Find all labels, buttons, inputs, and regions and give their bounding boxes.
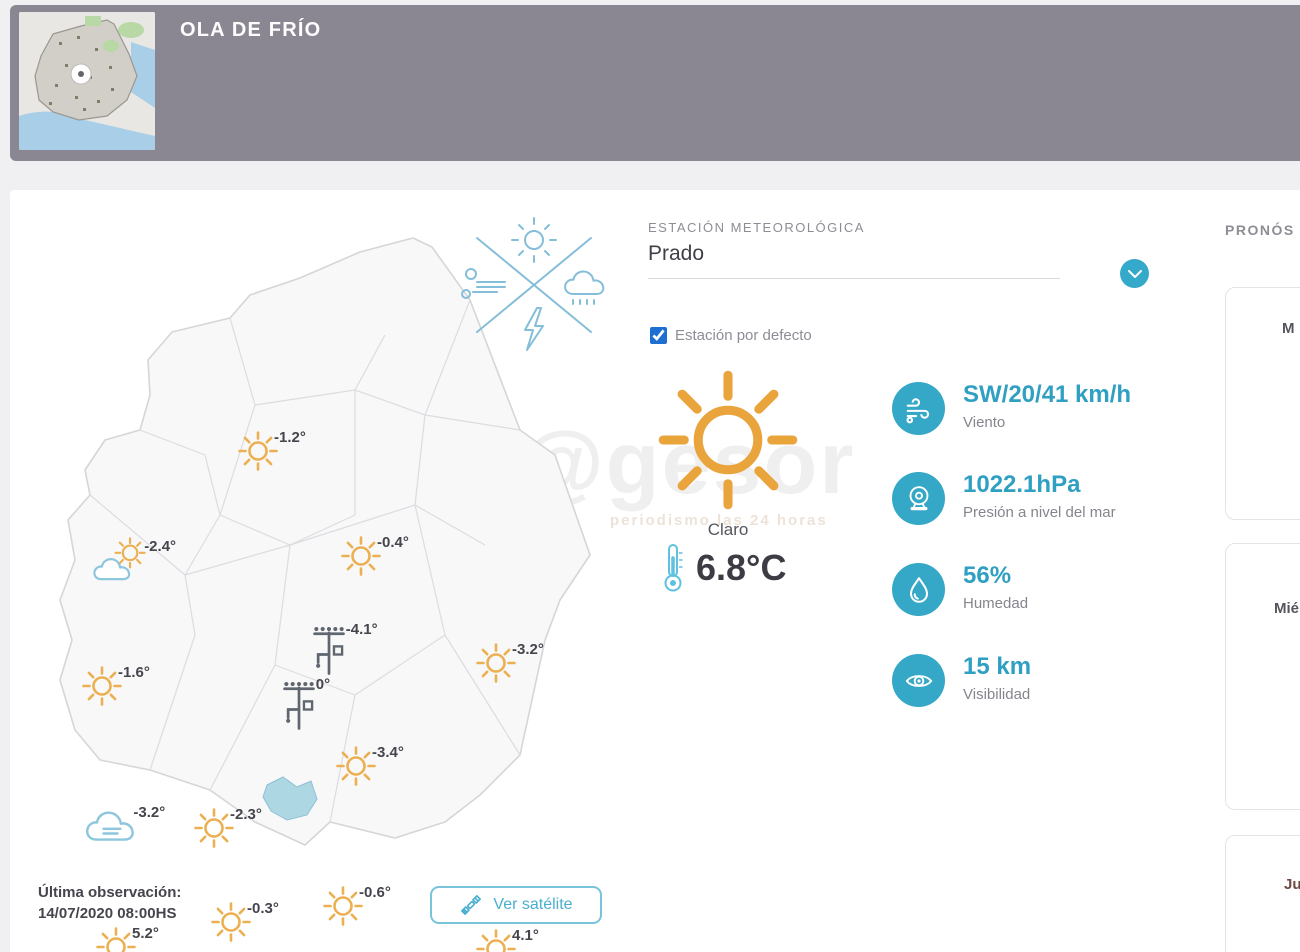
wind-value: SW/20/41 km/h bbox=[963, 381, 1132, 408]
visibility-icon bbox=[892, 654, 945, 707]
station-label: ESTACIÓN METEOROLÓGICA bbox=[648, 220, 865, 235]
weather-card: @gesor periodismo las 24 horas bbox=[10, 190, 1300, 952]
forecast-day-label: Ju bbox=[1284, 876, 1300, 893]
stat-humidity: 56% Humedad bbox=[892, 563, 1028, 616]
station-observation: -3.2° bbox=[476, 641, 544, 683]
station-observation: 0° bbox=[278, 676, 330, 733]
humidity-icon bbox=[892, 563, 945, 616]
pressure-value: 1022.1hPa bbox=[963, 471, 1081, 498]
humidity-label: Humedad bbox=[963, 595, 1029, 612]
sun-icon bbox=[96, 927, 136, 952]
temperature-label: -0.6° bbox=[359, 884, 391, 902]
station-dropdown-button[interactable] bbox=[1120, 259, 1149, 288]
map-thumbnail-image bbox=[19, 12, 155, 150]
wind-icon bbox=[892, 382, 945, 435]
station-observation: -3.4° bbox=[336, 744, 404, 786]
forecast-day-label: Mié bbox=[1274, 600, 1300, 617]
visibility-label: Visibilidad bbox=[963, 686, 1031, 703]
last-observation: Última observación: 14/07/2020 08:00HS bbox=[38, 882, 181, 924]
station-select[interactable]: Prado bbox=[648, 242, 1060, 279]
temperature-label: 4.1° bbox=[512, 927, 539, 945]
current-condition-icon-wrap bbox=[658, 370, 798, 510]
uruguay-map: -1.2° -2.4° -0.4° -4.1° -3.2° -1.6° bbox=[10, 190, 650, 880]
sun-icon bbox=[658, 370, 798, 510]
station-observation: -3.2° bbox=[83, 804, 165, 849]
sun-icon bbox=[194, 808, 234, 848]
sun-icon bbox=[476, 929, 516, 952]
temperature-label: -1.6° bbox=[118, 664, 150, 682]
forecast-day-label: M bbox=[1282, 320, 1295, 337]
uruguay-map-outline bbox=[59, 237, 591, 846]
temperature-label: -0.4° bbox=[377, 534, 409, 552]
station-observation: -0.4° bbox=[341, 534, 409, 576]
station-observation: 4.1° bbox=[476, 927, 539, 952]
current-condition-label: Claro bbox=[707, 520, 749, 539]
sun-icon bbox=[211, 902, 251, 942]
temperature-label: 5.2° bbox=[132, 925, 159, 943]
temperature-label: 0° bbox=[315, 675, 331, 693]
temperature-label: -2.4° bbox=[144, 538, 177, 555]
station-observation: 5.2° bbox=[96, 925, 159, 952]
sun-icon bbox=[82, 666, 122, 706]
station-observation: -0.3° bbox=[211, 900, 279, 942]
map-thumbnail[interactable] bbox=[19, 12, 155, 150]
temperature-label: -3.4° bbox=[372, 744, 404, 762]
current-temperature: 6.8°C bbox=[660, 542, 786, 594]
visibility-value: 15 km bbox=[963, 653, 1032, 680]
fog-icon bbox=[83, 804, 139, 849]
station-observation: -2.3° bbox=[194, 806, 262, 848]
sun-cloud-icon bbox=[92, 536, 150, 586]
temperature-label: -1.2° bbox=[274, 429, 306, 447]
station-observation: -2.4° bbox=[92, 536, 176, 586]
temperature-label: -0.3° bbox=[247, 900, 279, 918]
current-temperature-value: 6.8°C bbox=[696, 547, 787, 588]
view-satellite-button[interactable]: Ver satélite bbox=[430, 886, 602, 924]
stat-wind: SW/20/41 km/h Viento bbox=[892, 382, 1131, 435]
weather-station-icon bbox=[308, 622, 350, 678]
stat-pressure: 1022.1hPa Presión a nivel del mar bbox=[892, 472, 1116, 525]
forecast-day-card[interactable]: Mié bbox=[1225, 543, 1300, 810]
temperature-label: -3.2° bbox=[133, 804, 166, 822]
default-station-checkbox-row: Estación por defecto bbox=[650, 327, 812, 344]
thermometer-icon bbox=[664, 544, 683, 592]
sun-icon bbox=[238, 431, 278, 471]
chevron-down-icon bbox=[1127, 269, 1142, 278]
temperature-label: -4.1° bbox=[345, 620, 378, 638]
stat-visibility: 15 km Visibilidad bbox=[892, 654, 1031, 707]
temperature-label: -2.3° bbox=[230, 806, 262, 824]
forecast-day-card[interactable]: M bbox=[1225, 287, 1300, 520]
station-observation: -1.6° bbox=[82, 664, 150, 706]
humidity-value: 56% bbox=[963, 562, 1012, 589]
article-title[interactable]: OLA DE FRÍO bbox=[180, 19, 322, 41]
temperature-label: -3.2° bbox=[512, 641, 544, 659]
montevideo-highlight bbox=[262, 776, 318, 821]
sun-icon bbox=[341, 536, 381, 576]
sun-icon bbox=[336, 746, 376, 786]
station-observation: -4.1° bbox=[308, 621, 378, 678]
station-observation: -1.2° bbox=[238, 429, 306, 471]
default-station-checkbox[interactable] bbox=[650, 327, 667, 344]
weather-station-icon bbox=[278, 677, 320, 733]
default-station-label: Estación por defecto bbox=[675, 327, 812, 344]
forecast-title: PRONÓS bbox=[1225, 222, 1295, 238]
last-observation-value: 14/07/2020 08:00HS bbox=[38, 905, 177, 922]
last-observation-label: Última observación: bbox=[38, 884, 182, 901]
station-observation: -0.6° bbox=[323, 884, 391, 926]
sun-icon bbox=[323, 886, 363, 926]
view-satellite-label: Ver satélite bbox=[493, 896, 573, 913]
weather-logo bbox=[461, 217, 605, 351]
barometer-icon bbox=[892, 472, 945, 525]
sun-icon bbox=[476, 643, 516, 683]
forecast-day-card[interactable]: Ju bbox=[1225, 835, 1300, 952]
article-header: OLA DE FRÍO bbox=[10, 5, 1300, 161]
pressure-label: Presión a nivel del mar bbox=[963, 504, 1116, 521]
satellite-icon bbox=[461, 895, 482, 915]
wind-label: Viento bbox=[963, 414, 1006, 431]
